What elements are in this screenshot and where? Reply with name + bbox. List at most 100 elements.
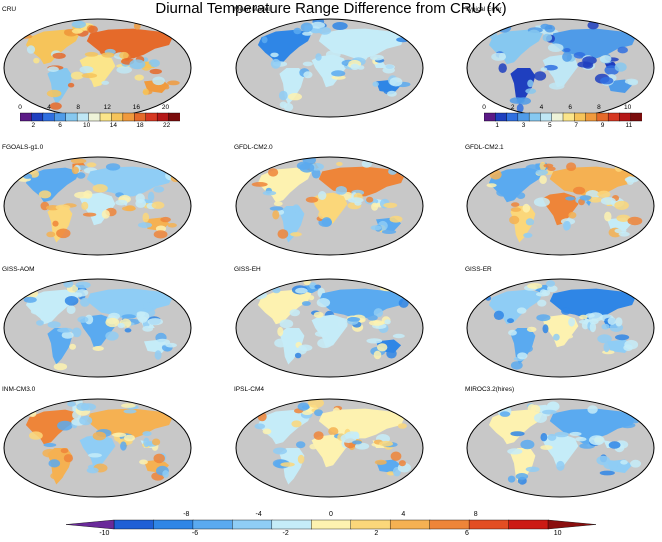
colorbar-tick-label: 3 xyxy=(521,122,526,129)
map-outline xyxy=(3,156,192,256)
colorbar-swatch xyxy=(389,519,431,530)
land-patch xyxy=(142,212,150,223)
land-patch xyxy=(123,409,137,414)
land-patch xyxy=(517,352,528,360)
world-map xyxy=(235,18,424,118)
colorbar-tick-label: 1 xyxy=(495,122,499,129)
land-patch xyxy=(566,162,577,171)
land-africa xyxy=(311,434,348,468)
land-patch xyxy=(589,318,599,325)
land-patch xyxy=(383,202,398,208)
land-patch xyxy=(170,174,182,183)
land-patch xyxy=(548,82,565,90)
map-outline xyxy=(466,398,655,498)
land-patch xyxy=(43,443,57,447)
colorbar-swatch xyxy=(596,112,609,122)
land-patch xyxy=(26,45,36,54)
land-patch xyxy=(167,223,177,228)
panel-label: CRU xyxy=(2,6,17,13)
land-patch xyxy=(47,66,59,72)
land-patch xyxy=(74,191,90,199)
map-panel: Mean Model xyxy=(232,6,427,121)
land-patch xyxy=(254,423,266,430)
land-patch xyxy=(340,433,357,443)
colorbar-graphic xyxy=(20,112,180,122)
land-patch xyxy=(516,103,524,113)
panel-label: IPSL-CM4 xyxy=(234,386,264,393)
world-map xyxy=(3,156,192,256)
colorbar-tick-label: -10 xyxy=(99,530,110,537)
land-patch xyxy=(139,459,148,465)
land-patch xyxy=(615,334,630,341)
land-patch xyxy=(302,61,313,67)
colorbar-swatch xyxy=(145,112,158,122)
colorbar-swatch xyxy=(551,112,564,122)
land-eurasia xyxy=(86,166,173,197)
colorbar-tick-label: 5 xyxy=(548,122,552,129)
land-patch xyxy=(624,176,639,183)
colorbar-swatch xyxy=(42,112,55,122)
land-patch xyxy=(540,445,553,450)
land-patch xyxy=(81,73,98,79)
land-patch xyxy=(596,455,610,466)
land-patch xyxy=(298,344,313,352)
land-patch xyxy=(153,230,168,239)
colorbar-swatch xyxy=(192,519,234,530)
colorbar-tick-label: 8 xyxy=(76,104,80,111)
land-patch xyxy=(86,162,97,168)
land-patch xyxy=(56,228,71,239)
land-patch xyxy=(383,64,395,70)
land-patch xyxy=(316,298,331,308)
land-patch xyxy=(303,71,313,79)
land-patch xyxy=(331,75,346,80)
world-map xyxy=(3,398,192,498)
land-patch xyxy=(587,21,599,30)
land-patch xyxy=(101,209,110,219)
land-africa xyxy=(542,192,579,226)
land-patch xyxy=(542,324,549,334)
land-patch xyxy=(522,203,531,213)
land-patch xyxy=(297,402,310,411)
land-patch xyxy=(525,218,534,226)
land-patch xyxy=(123,434,136,442)
land-patch xyxy=(542,409,557,415)
land-patch xyxy=(540,289,547,295)
land-patch xyxy=(510,431,525,437)
map-outline xyxy=(466,278,655,378)
land-patch xyxy=(521,345,533,353)
land-patch xyxy=(527,79,534,88)
land-patch xyxy=(527,283,543,289)
land-patch xyxy=(153,453,165,464)
land-patch xyxy=(270,52,279,58)
colorbar-tick-label: 10 xyxy=(83,122,91,129)
panel-label: FGOALS-g1.0 xyxy=(2,144,44,151)
land-patch xyxy=(563,48,571,53)
land-patch xyxy=(69,343,76,350)
land-patch xyxy=(134,74,144,81)
colorbar-swatch xyxy=(350,519,391,530)
land-patch xyxy=(71,20,87,29)
land-patch xyxy=(370,225,382,231)
land-patch xyxy=(352,440,362,445)
land-patch xyxy=(71,327,82,338)
land-patch xyxy=(46,231,56,238)
land-patch xyxy=(63,29,72,36)
land-patch xyxy=(381,229,397,234)
land-patch xyxy=(562,221,570,231)
land-patch xyxy=(290,232,302,237)
land-patch xyxy=(299,162,315,173)
land-patch xyxy=(163,85,170,90)
map-outline xyxy=(466,18,655,118)
land-patch xyxy=(516,97,531,105)
land-patch xyxy=(119,51,129,59)
land-patch xyxy=(301,301,311,306)
land-patch xyxy=(70,158,87,164)
land-patch xyxy=(547,43,564,52)
land-patch xyxy=(526,326,537,332)
land-namerica xyxy=(257,409,312,445)
land-patch xyxy=(581,321,589,330)
land-namerica xyxy=(257,289,312,325)
land-patch xyxy=(597,190,611,198)
land-patch xyxy=(527,29,541,40)
land-patch xyxy=(623,344,633,351)
